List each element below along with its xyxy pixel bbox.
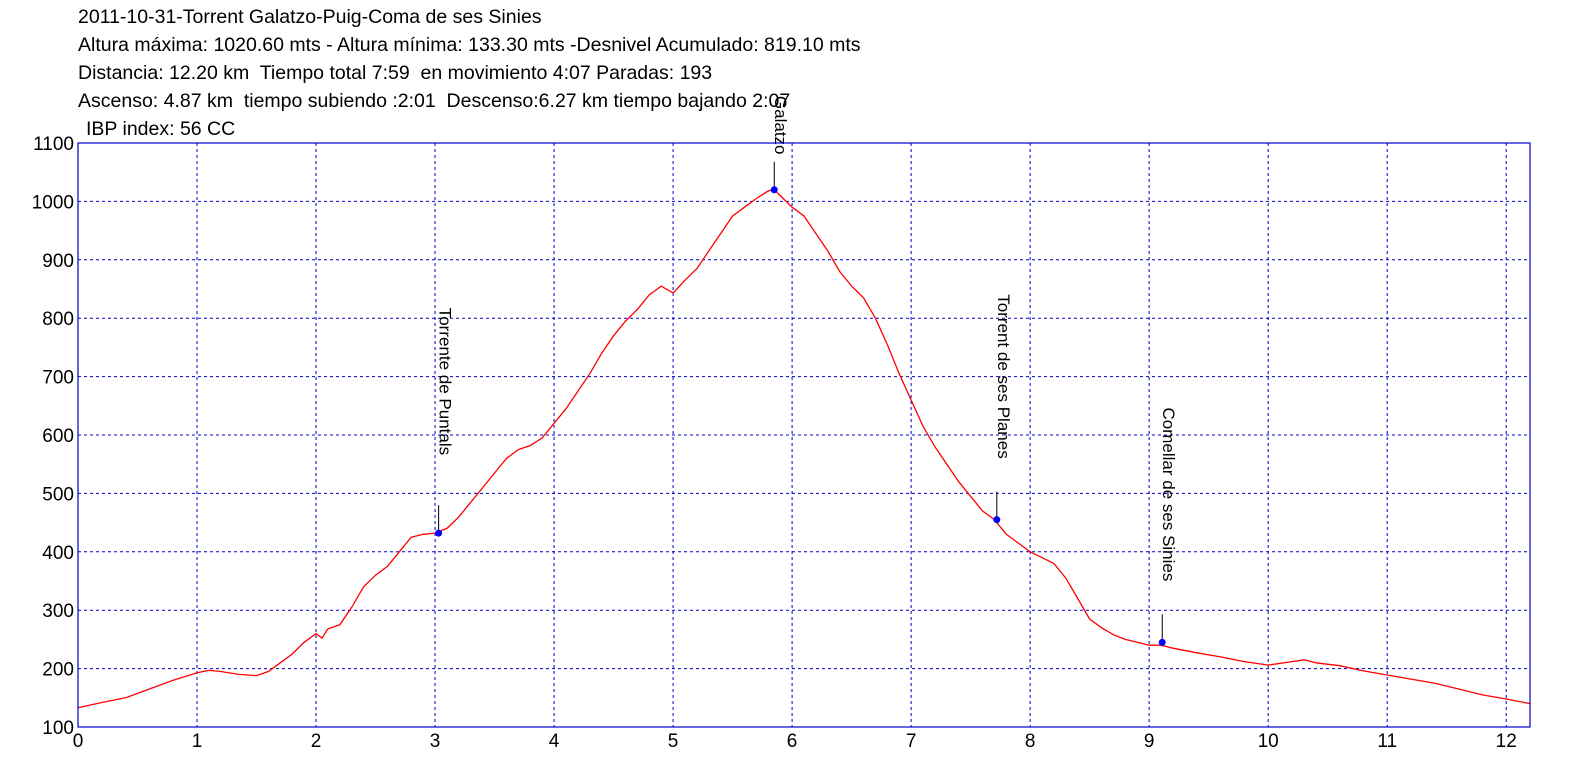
x-tick-label: 11 bbox=[1377, 731, 1397, 752]
waypoint-marker bbox=[435, 529, 443, 537]
waypoint-label: Comellar de ses Sinies bbox=[1159, 408, 1178, 582]
waypoint-label: Torrent de ses Planes bbox=[994, 294, 1013, 458]
x-tick-label: 7 bbox=[906, 731, 917, 752]
y-tick-label: 700 bbox=[42, 368, 74, 389]
plot-frame bbox=[77, 142, 1531, 728]
x-tick-label: 0 bbox=[73, 731, 84, 752]
waypoint-label: Galatzo bbox=[771, 96, 790, 155]
x-tick-label: 6 bbox=[787, 731, 798, 752]
y-tick-label: 300 bbox=[42, 601, 74, 622]
distance-time-summary: Distancia: 12.20 km Tiempo total 7:59 en… bbox=[78, 62, 713, 84]
y-tick-label: 1000 bbox=[32, 192, 74, 213]
y-tick-label: 1100 bbox=[33, 134, 74, 155]
y-tick-label: 800 bbox=[42, 309, 74, 330]
ibp-index: IBP index: 56 CC bbox=[86, 118, 236, 140]
y-tick-label: 200 bbox=[42, 660, 74, 681]
ascent-descent-summary: Ascenso: 4.87 km tiempo subiendo :2:01 D… bbox=[78, 90, 791, 112]
y-tick-label: 400 bbox=[42, 543, 74, 564]
x-tick-label: 9 bbox=[1144, 731, 1155, 752]
x-tick-label: 1 bbox=[192, 731, 203, 752]
chart-title: 2011-10-31-Torrent Galatzo-Puig-Coma de … bbox=[78, 6, 542, 28]
x-axis-ticks: 0 1 2 3 4 5 6 7 8 9 10 11 12 bbox=[73, 731, 1517, 752]
waypoint-markers: Torrente de Puntals Galatzo Torrent de ses… bbox=[435, 96, 1178, 646]
x-tick-label: 12 bbox=[1496, 731, 1517, 752]
y-axis-ticks: 100 200 300 400 500 600 700 800 900 1000 1100 bbox=[32, 134, 74, 739]
x-tick-label: 2 bbox=[311, 731, 322, 752]
waypoint-marker bbox=[993, 516, 1001, 524]
y-tick-label: 900 bbox=[42, 251, 74, 272]
elevation-profile-line bbox=[77, 188, 1531, 709]
x-tick-label: 4 bbox=[549, 731, 560, 752]
waypoint-marker bbox=[770, 186, 778, 194]
x-tick-label: 3 bbox=[430, 731, 441, 752]
grid-lines bbox=[78, 143, 1530, 727]
y-tick-label: 500 bbox=[42, 484, 74, 505]
x-tick-label: 5 bbox=[668, 731, 679, 752]
y-tick-label: 100 bbox=[42, 718, 74, 739]
x-tick-label: 8 bbox=[1025, 731, 1036, 752]
waypoint-marker bbox=[1158, 638, 1166, 646]
waypoint-label: Torrente de Puntals bbox=[436, 308, 455, 455]
x-tick-label: 10 bbox=[1258, 731, 1279, 752]
y-tick-label: 600 bbox=[42, 426, 74, 447]
altitude-summary: Altura máxima: 1020.60 mts - Altura míni… bbox=[78, 34, 861, 56]
